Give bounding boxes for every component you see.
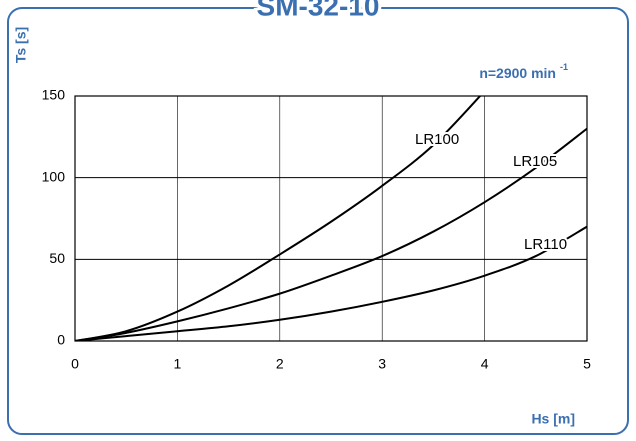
plot-border — [74, 95, 588, 342]
annotation: n=2900 min -1 — [479, 62, 568, 80]
x-axis-label: Hs [m] — [531, 411, 575, 427]
frame — [7, 7, 629, 435]
chart-title: SM-32-10 — [257, 0, 380, 21]
x-tick-label: 2 — [276, 356, 284, 372]
y-tick-label: 0 — [57, 332, 65, 348]
x-tick-label: 0 — [71, 356, 79, 372]
series-line — [75, 127, 587, 341]
y-tick-label: 100 — [42, 168, 66, 184]
x-tick-label: 5 — [583, 356, 591, 372]
series-label: LR110 — [524, 236, 567, 253]
y-tick-label: 150 — [42, 87, 66, 103]
series-label: LR100 — [415, 131, 459, 148]
x-tick-label: 3 — [378, 356, 386, 372]
series-line — [75, 225, 587, 341]
series-label: LR105 — [513, 153, 557, 170]
y-tick-label: 50 — [49, 250, 65, 266]
annotation-sup: -1 — [560, 62, 568, 72]
y-axis-label: Ts [s] — [13, 27, 29, 63]
x-tick-label: 1 — [174, 356, 182, 372]
x-tick-label: 4 — [481, 356, 489, 372]
annotation-text: n=2900 min — [479, 65, 556, 81]
series-line — [75, 96, 482, 341]
